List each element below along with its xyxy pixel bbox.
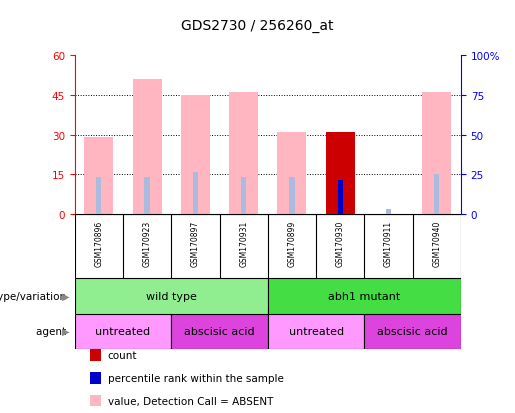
- Bar: [434, 175, 439, 215]
- Bar: [96, 178, 101, 215]
- Text: GSM170931: GSM170931: [239, 220, 248, 266]
- Bar: [145, 178, 150, 215]
- Text: genotype/variation: genotype/variation: [0, 291, 70, 301]
- Text: GSM170897: GSM170897: [191, 220, 200, 266]
- Text: untreated: untreated: [95, 326, 150, 337]
- Bar: [75, 314, 171, 349]
- Bar: [278, 133, 306, 215]
- Bar: [289, 178, 295, 215]
- Bar: [338, 180, 343, 215]
- Bar: [75, 279, 268, 314]
- Text: wild type: wild type: [146, 291, 197, 301]
- Text: value, Detection Call = ABSENT: value, Detection Call = ABSENT: [108, 396, 273, 406]
- Text: GSM170899: GSM170899: [287, 220, 297, 266]
- Bar: [193, 172, 198, 215]
- Text: GSM170930: GSM170930: [336, 220, 345, 266]
- Text: ▶: ▶: [62, 291, 70, 301]
- Text: GSM170940: GSM170940: [432, 220, 441, 266]
- Bar: [181, 95, 210, 215]
- Bar: [229, 93, 258, 215]
- Bar: [133, 80, 162, 215]
- Text: abh1 mutant: abh1 mutant: [328, 291, 401, 301]
- Text: GSM170896: GSM170896: [94, 220, 104, 266]
- Text: untreated: untreated: [288, 326, 344, 337]
- Bar: [268, 314, 365, 349]
- Text: abscisic acid: abscisic acid: [184, 326, 255, 337]
- Text: agent: agent: [36, 326, 70, 337]
- Bar: [386, 209, 391, 215]
- Text: abscisic acid: abscisic acid: [377, 326, 448, 337]
- Text: percentile rank within the sample: percentile rank within the sample: [108, 373, 284, 383]
- Text: GSM170923: GSM170923: [143, 220, 151, 266]
- Text: GSM170911: GSM170911: [384, 220, 393, 266]
- Bar: [325, 133, 355, 215]
- Text: ▶: ▶: [62, 326, 70, 337]
- Bar: [171, 314, 268, 349]
- Text: GDS2730 / 256260_at: GDS2730 / 256260_at: [181, 19, 334, 33]
- Bar: [241, 178, 246, 215]
- Bar: [268, 279, 461, 314]
- Text: count: count: [108, 350, 137, 360]
- Bar: [422, 93, 451, 215]
- Bar: [84, 138, 113, 215]
- Bar: [365, 314, 461, 349]
